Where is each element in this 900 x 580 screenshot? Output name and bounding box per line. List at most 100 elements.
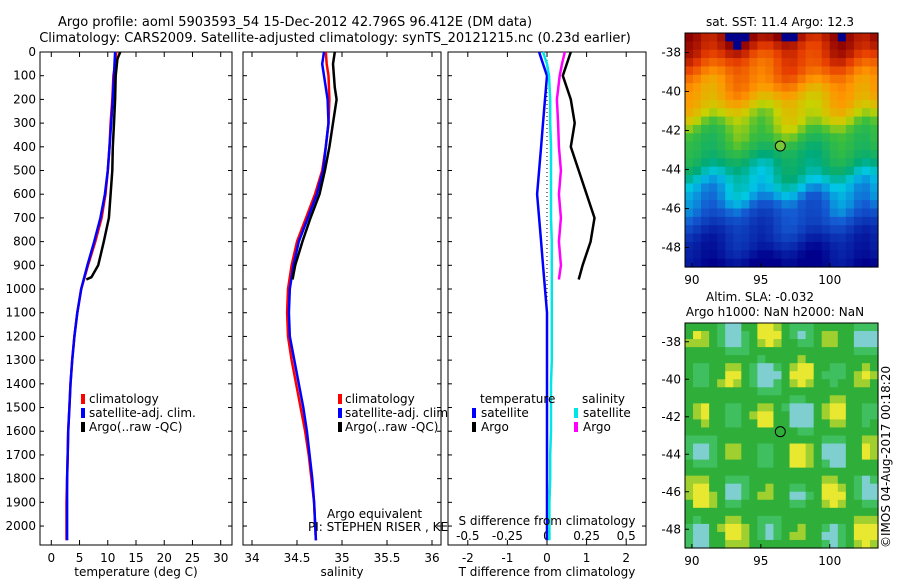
map-cell [749, 41, 758, 51]
map-cell [725, 58, 734, 68]
map-cell [757, 124, 767, 134]
map-cell [845, 108, 855, 118]
map-cell [853, 475, 863, 485]
map-cell [701, 395, 710, 404]
map-cell [757, 150, 767, 159]
map-cell [861, 523, 871, 533]
map-cell [749, 323, 758, 332]
map-cell [813, 66, 823, 76]
map-cell [837, 379, 847, 388]
map-cell [709, 539, 718, 549]
map-cell [693, 33, 702, 42]
map-cell [773, 467, 783, 477]
map-cell [773, 347, 783, 356]
map-cell [773, 491, 783, 501]
map-cell [693, 387, 702, 396]
map-cell [829, 371, 839, 380]
map-cell [701, 507, 710, 517]
map-cell [829, 49, 839, 59]
map-cell [805, 507, 815, 517]
map-cell [725, 133, 734, 143]
map-cell [757, 443, 767, 453]
map-cell [725, 483, 734, 493]
map-cell [725, 323, 734, 332]
map-cell [773, 74, 783, 84]
map-cell [821, 475, 831, 485]
map-cell [717, 467, 726, 477]
salinity-xlabel: salinity [320, 565, 363, 579]
map-cell [853, 443, 863, 453]
map-cell [845, 379, 855, 388]
map-cell [773, 323, 783, 332]
map-cell [749, 347, 758, 356]
map-cell [869, 158, 879, 168]
map-cell [805, 74, 815, 84]
map-cell [741, 49, 750, 59]
legend-swatch-sal-argo [574, 422, 578, 432]
x-tick-label: 100 [818, 273, 841, 287]
map-cell [845, 150, 855, 159]
map-cell [741, 233, 750, 243]
map-cell [749, 355, 758, 364]
sla-map-title: Altim. SLA: -0.032 [706, 290, 814, 304]
map-cell [845, 515, 855, 525]
map-cell [813, 166, 823, 176]
map-cell [789, 347, 799, 356]
map-cell [821, 166, 831, 176]
map-cell [741, 403, 750, 412]
map-cell [829, 250, 839, 260]
map-cell [685, 241, 694, 251]
map-cell [701, 225, 710, 235]
map-cell [749, 200, 758, 210]
map-cell [797, 419, 807, 429]
map-cell [749, 387, 758, 396]
map-cell [813, 363, 823, 372]
map-cell [741, 175, 750, 185]
map-cell [861, 403, 871, 412]
map-cell [797, 523, 807, 533]
map-cell [853, 258, 863, 268]
map-cell [741, 99, 750, 109]
map-cell [757, 507, 767, 517]
map-cell [733, 225, 742, 235]
map-cell [821, 208, 831, 218]
map-cell [837, 124, 847, 134]
map-cell [741, 133, 750, 143]
map-cell [797, 175, 807, 185]
map-cell [821, 363, 831, 372]
map-cell [869, 250, 879, 260]
map-cell [725, 451, 734, 461]
map-cell [701, 539, 710, 549]
y-tick-label: -46 [661, 485, 681, 499]
map-cell [845, 339, 855, 348]
x-tick-label: 20 [157, 551, 172, 565]
map-cell [741, 166, 750, 176]
map-cell [781, 208, 791, 218]
map-cell [837, 166, 847, 176]
map-cell [797, 443, 807, 453]
map-cell [733, 403, 742, 412]
map-cell [781, 58, 791, 68]
map-cell [693, 347, 702, 356]
map-cell [757, 371, 767, 380]
map-cell [765, 91, 775, 101]
map-cell [733, 427, 742, 437]
map-cell [725, 363, 734, 372]
map-cell [757, 403, 767, 412]
map-cell [693, 331, 702, 340]
map-cell [733, 258, 742, 268]
map-cell [813, 183, 823, 193]
map-cell [709, 347, 718, 356]
map-cell [701, 208, 710, 218]
map-cell [821, 124, 831, 134]
legend-title-salinity: salinity [582, 392, 625, 406]
map-cell [805, 379, 815, 388]
map-cell [741, 225, 750, 235]
map-cell [709, 523, 718, 533]
map-cell [813, 435, 823, 445]
map-cell [765, 208, 775, 218]
map-cell [773, 427, 783, 437]
map-cell [837, 58, 847, 68]
map-cell [725, 459, 734, 469]
map-cell [717, 200, 726, 210]
